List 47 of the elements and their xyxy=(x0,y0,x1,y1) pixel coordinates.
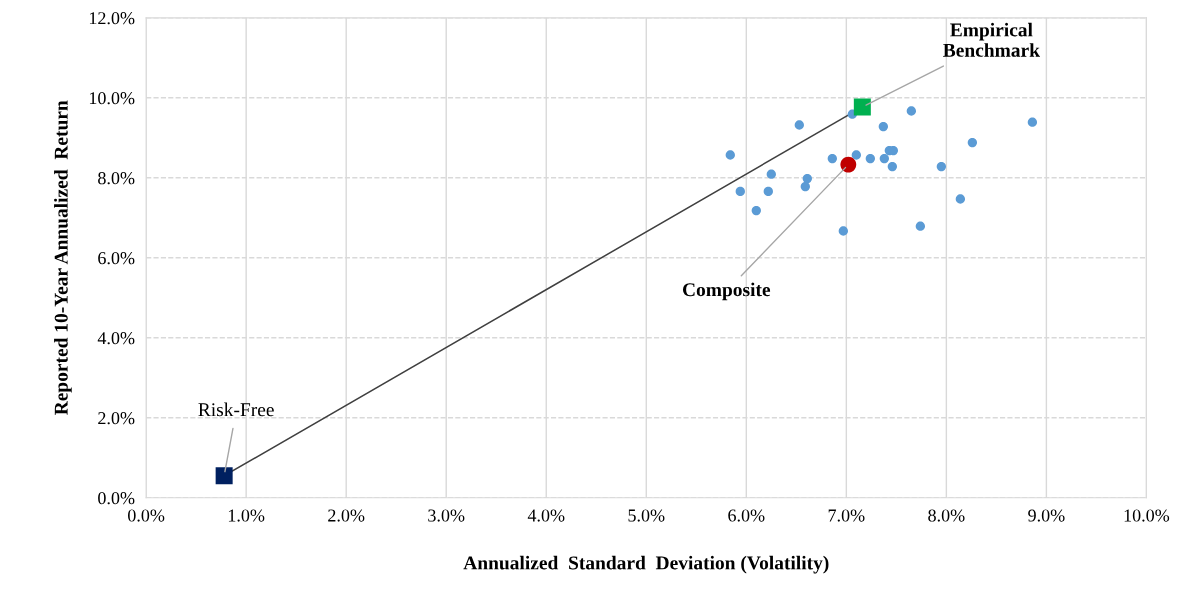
x-tick-label: 5.0% xyxy=(628,509,665,522)
point xyxy=(887,161,897,172)
annotation: Empirical Benchmark xyxy=(943,22,1040,57)
y-tick-label: 8.0% xyxy=(98,172,135,185)
y-axis-title: Reported 10-Year Annualized Return xyxy=(54,100,72,415)
x-tick-label: 10.0% xyxy=(1124,509,1170,522)
x-tick-label: 1.0% xyxy=(228,509,265,522)
point xyxy=(967,137,978,148)
y-tick-label: 2.0% xyxy=(98,412,135,425)
point xyxy=(840,156,857,173)
point xyxy=(751,205,761,216)
point xyxy=(955,194,966,204)
point xyxy=(827,153,837,164)
x-tick-label: 0.0% xyxy=(128,509,165,522)
x-axis-title: Annualized Standard Deviation (Volatility) xyxy=(463,555,829,574)
point xyxy=(878,121,888,132)
x-tick-label: 6.0% xyxy=(728,509,765,522)
point xyxy=(853,98,871,116)
point xyxy=(879,153,889,164)
point xyxy=(915,221,926,231)
annotation: Composite xyxy=(682,282,771,301)
x-tick-label: 4.0% xyxy=(527,509,565,522)
point xyxy=(865,153,875,164)
point xyxy=(735,186,745,197)
point xyxy=(766,169,776,179)
annotation: Risk-Free xyxy=(198,402,274,417)
x-tick-label: 9.0% xyxy=(1028,509,1065,522)
y-tick-label: 0.0% xyxy=(98,492,135,505)
point xyxy=(215,467,233,485)
y-tick-label: 10.0% xyxy=(89,92,135,105)
point xyxy=(1027,117,1038,127)
y-tick-label: 12.0% xyxy=(89,12,135,25)
y-tick-label: 6.0% xyxy=(98,252,135,265)
x-tick-label: 8.0% xyxy=(928,509,965,522)
x-tick-label: 2.0% xyxy=(328,509,365,522)
point xyxy=(763,186,773,197)
point xyxy=(802,173,812,184)
point xyxy=(936,161,947,172)
point xyxy=(725,150,735,160)
x-tick-label: 7.0% xyxy=(828,509,865,522)
y-tick-label: 4.0% xyxy=(97,332,135,345)
point xyxy=(851,150,861,160)
point xyxy=(838,226,848,236)
point xyxy=(800,181,810,192)
point xyxy=(794,120,804,130)
point xyxy=(906,106,917,116)
x-tick-label: 3.0% xyxy=(428,509,465,522)
